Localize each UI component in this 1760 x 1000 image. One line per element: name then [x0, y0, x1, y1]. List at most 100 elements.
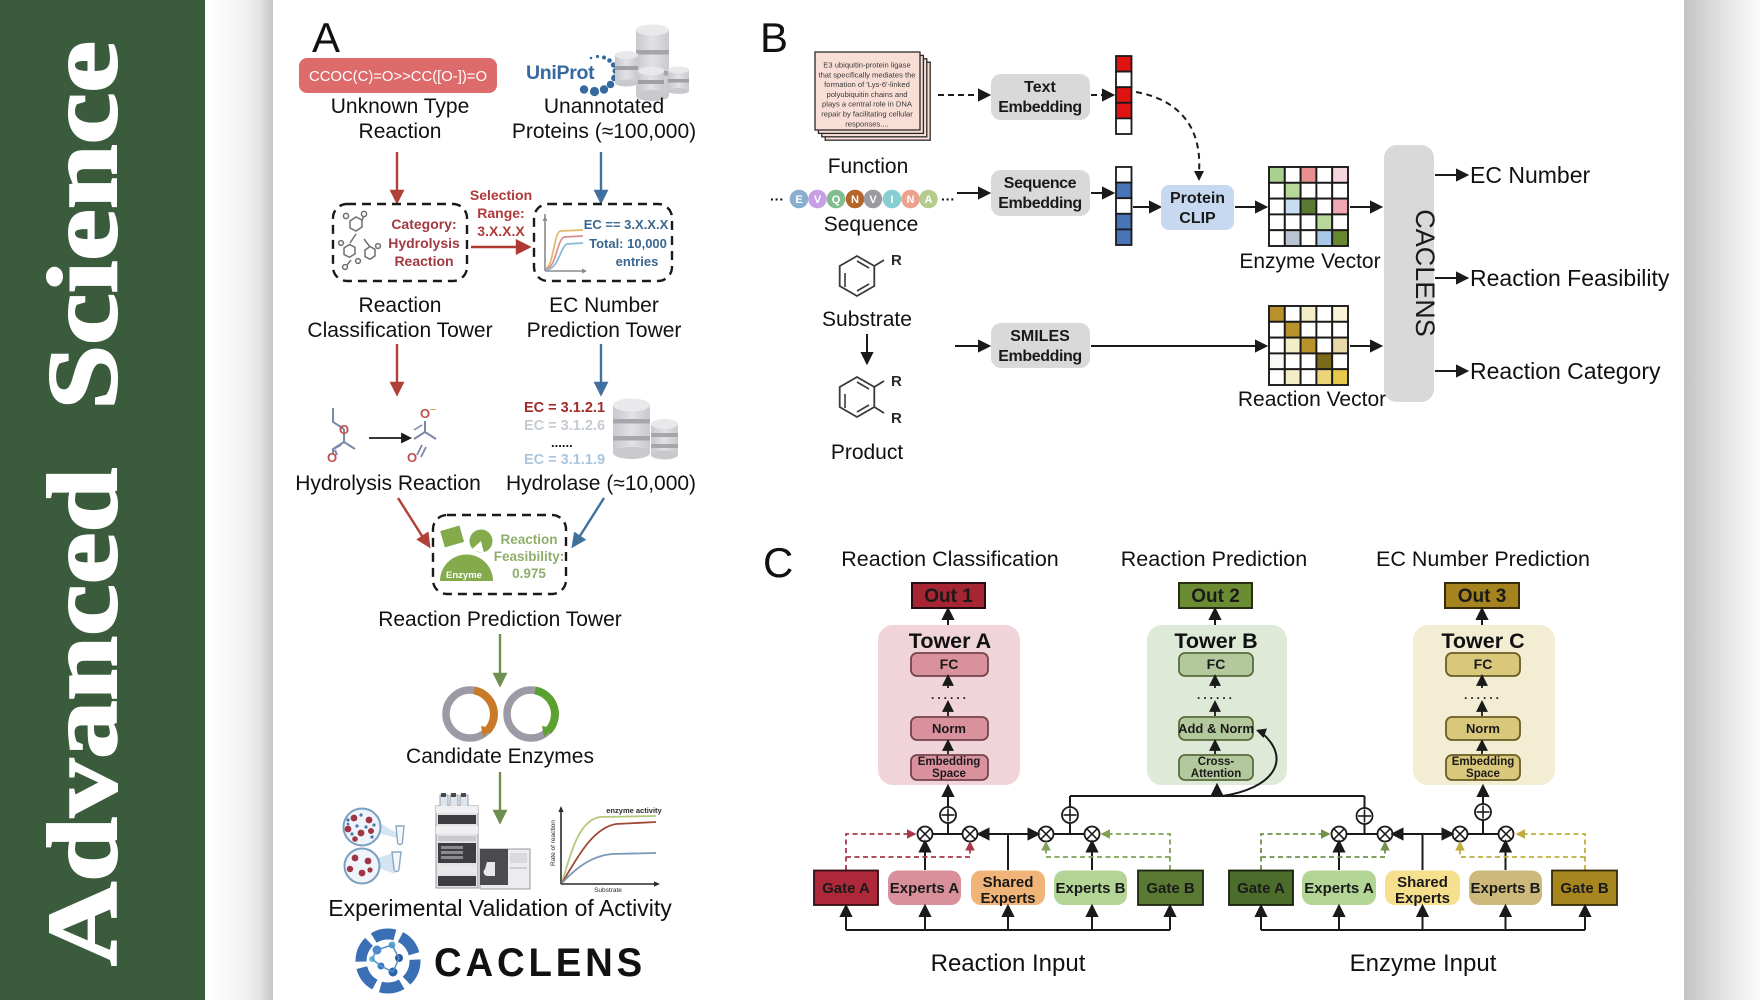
svg-text:Reaction Prediction Tower: Reaction Prediction Tower [378, 608, 622, 631]
svg-text:Norm: Norm [1466, 721, 1500, 736]
svg-text:B: B [760, 14, 788, 61]
svg-text:Unknown Type: Unknown Type [331, 95, 470, 118]
svg-text:Hydrolysis Reaction: Hydrolysis Reaction [295, 472, 481, 495]
svg-text:EC = 3.1.2.6: EC = 3.1.2.6 [524, 418, 605, 434]
svg-text:Gate B: Gate B [1146, 880, 1195, 897]
svg-text:R: R [891, 410, 902, 427]
svg-text:R: R [891, 373, 902, 390]
svg-text:Experts B: Experts B [1055, 880, 1125, 897]
svg-text:Experts: Experts [980, 890, 1035, 907]
svg-text:repair by facilitating cellula: repair by facilitating cellular [821, 110, 913, 119]
svg-text:A: A [925, 194, 933, 206]
svg-text:Reaction Input: Reaction Input [931, 950, 1086, 977]
svg-text:O: O [407, 450, 417, 465]
svg-text:···: ··· [941, 191, 955, 207]
svg-text:formation of 'Lys-6'-linked: formation of 'Lys-6'-linked [824, 80, 910, 89]
svg-text:FC: FC [1474, 656, 1493, 672]
svg-text:Add & Norm: Add & Norm [1178, 721, 1254, 736]
svg-text:N: N [851, 194, 859, 206]
svg-text:Range:: Range: [477, 205, 524, 221]
svg-text:Experts B: Experts B [1470, 880, 1540, 897]
svg-text:Embedding: Embedding [918, 756, 981, 768]
svg-text:EC = 3.1.1.9: EC = 3.1.1.9 [524, 452, 605, 468]
svg-text:Substrate: Substrate [594, 887, 622, 894]
svg-text:SMILES: SMILES [1010, 328, 1070, 345]
svg-text:Experts: Experts [1395, 890, 1450, 907]
svg-text:Hydrolysis: Hydrolysis [388, 235, 460, 251]
svg-text:entries: entries [616, 254, 659, 269]
svg-text:polyubiquitin chains and: polyubiquitin chains and [826, 90, 907, 99]
svg-text:plays a central role in DNA: plays a central role in DNA [822, 100, 913, 109]
svg-text:Out 1: Out 1 [924, 586, 973, 607]
svg-text:Attention: Attention [1191, 768, 1241, 780]
svg-text:that specifically mediates the: that specifically mediates the [818, 70, 915, 79]
svg-text:C: C [763, 539, 793, 586]
svg-text:Function: Function [828, 155, 909, 178]
svg-text:Tower C: Tower C [1441, 629, 1524, 653]
svg-text:Space: Space [1466, 768, 1500, 780]
svg-text:Q: Q [832, 194, 841, 206]
svg-text:A: A [312, 14, 340, 61]
svg-text:O: O [420, 406, 430, 421]
svg-text:CCOC(C)=O>>CC([O-])=O: CCOC(C)=O>>CC([O-])=O [309, 68, 487, 85]
svg-text:FC: FC [940, 656, 959, 672]
svg-text:N: N [907, 194, 915, 206]
svg-text:Advanced Science: Advanced Science [27, 41, 138, 966]
svg-text:Reaction: Reaction [359, 120, 442, 143]
svg-text:Cross-: Cross- [1198, 756, 1235, 768]
svg-text:Reaction Prediction: Reaction Prediction [1121, 547, 1307, 571]
svg-text:Substrate: Substrate [822, 308, 912, 331]
svg-text:Sequence: Sequence [824, 213, 919, 236]
svg-text:Unannotated: Unannotated [544, 95, 664, 118]
svg-text:Reaction: Reaction [359, 294, 442, 317]
svg-text:Protein: Protein [1170, 190, 1225, 207]
svg-text:Prediction Tower: Prediction Tower [527, 319, 682, 342]
svg-text:Embedding: Embedding [1452, 756, 1515, 768]
svg-text:Embedding: Embedding [998, 99, 1082, 116]
svg-text:I: I [890, 194, 893, 206]
svg-text:EC Number: EC Number [549, 294, 659, 317]
svg-text:Feasibility:: Feasibility: [494, 549, 565, 564]
svg-text:Experts A: Experts A [890, 880, 960, 897]
svg-text:Text: Text [1024, 79, 1056, 96]
svg-text:Reaction Vector: Reaction Vector [1238, 388, 1386, 411]
svg-text:Total: 10,000: Total: 10,000 [589, 236, 667, 251]
svg-text:Enzyme Vector: Enzyme Vector [1239, 250, 1380, 273]
svg-text:Sequence: Sequence [1004, 175, 1077, 192]
svg-text:Gate B: Gate B [1560, 880, 1609, 897]
svg-text:......: ...... [1464, 688, 1502, 702]
svg-text:Shared: Shared [1397, 874, 1448, 891]
svg-text:O: O [327, 450, 337, 465]
svg-text:Classification Tower: Classification Tower [307, 319, 492, 342]
svg-text:UniProt: UniProt [526, 62, 595, 84]
svg-text:V: V [814, 194, 822, 206]
svg-text:Reaction: Reaction [394, 253, 453, 269]
svg-text:Gate A: Gate A [822, 880, 870, 897]
svg-text:V: V [869, 194, 877, 206]
svg-text:Enzyme: Enzyme [446, 570, 482, 581]
svg-text:enzyme activity: enzyme activity [606, 806, 662, 815]
svg-text:Proteins (≈100,000): Proteins (≈100,000) [512, 120, 696, 143]
svg-text:responses....: responses.... [845, 119, 888, 128]
svg-text:CACLENS: CACLENS [1410, 209, 1440, 337]
svg-text:Enzyme Input: Enzyme Input [1350, 950, 1497, 977]
svg-text:R: R [891, 252, 902, 269]
svg-text:Candidate Enzymes: Candidate Enzymes [406, 745, 594, 768]
svg-text:Shared: Shared [983, 874, 1034, 891]
svg-text:......: ...... [1197, 688, 1235, 702]
svg-text:Gate A: Gate A [1237, 880, 1285, 897]
svg-text:CACLENS: CACLENS [434, 941, 646, 985]
svg-text:0.975: 0.975 [512, 566, 546, 581]
svg-text:Reaction Feasibility: Reaction Feasibility [1470, 265, 1670, 291]
svg-text:EC == 3.X.X.X: EC == 3.X.X.X [584, 217, 669, 232]
svg-text:Selection: Selection [470, 187, 532, 203]
svg-text:EC = 3.1.2.1: EC = 3.1.2.1 [524, 400, 605, 416]
svg-text:Hydrolase (≈10,000): Hydrolase (≈10,000) [506, 472, 696, 495]
svg-text:Reaction Classification: Reaction Classification [841, 547, 1059, 571]
svg-text:O: O [339, 422, 349, 437]
svg-text:E: E [795, 194, 802, 206]
svg-text:3.X.X.X: 3.X.X.X [477, 223, 525, 239]
svg-text:–: – [430, 404, 436, 415]
svg-text:E3 ubiquitin-protein ligase: E3 ubiquitin-protein ligase [823, 61, 910, 70]
svg-text:···: ··· [770, 191, 784, 207]
